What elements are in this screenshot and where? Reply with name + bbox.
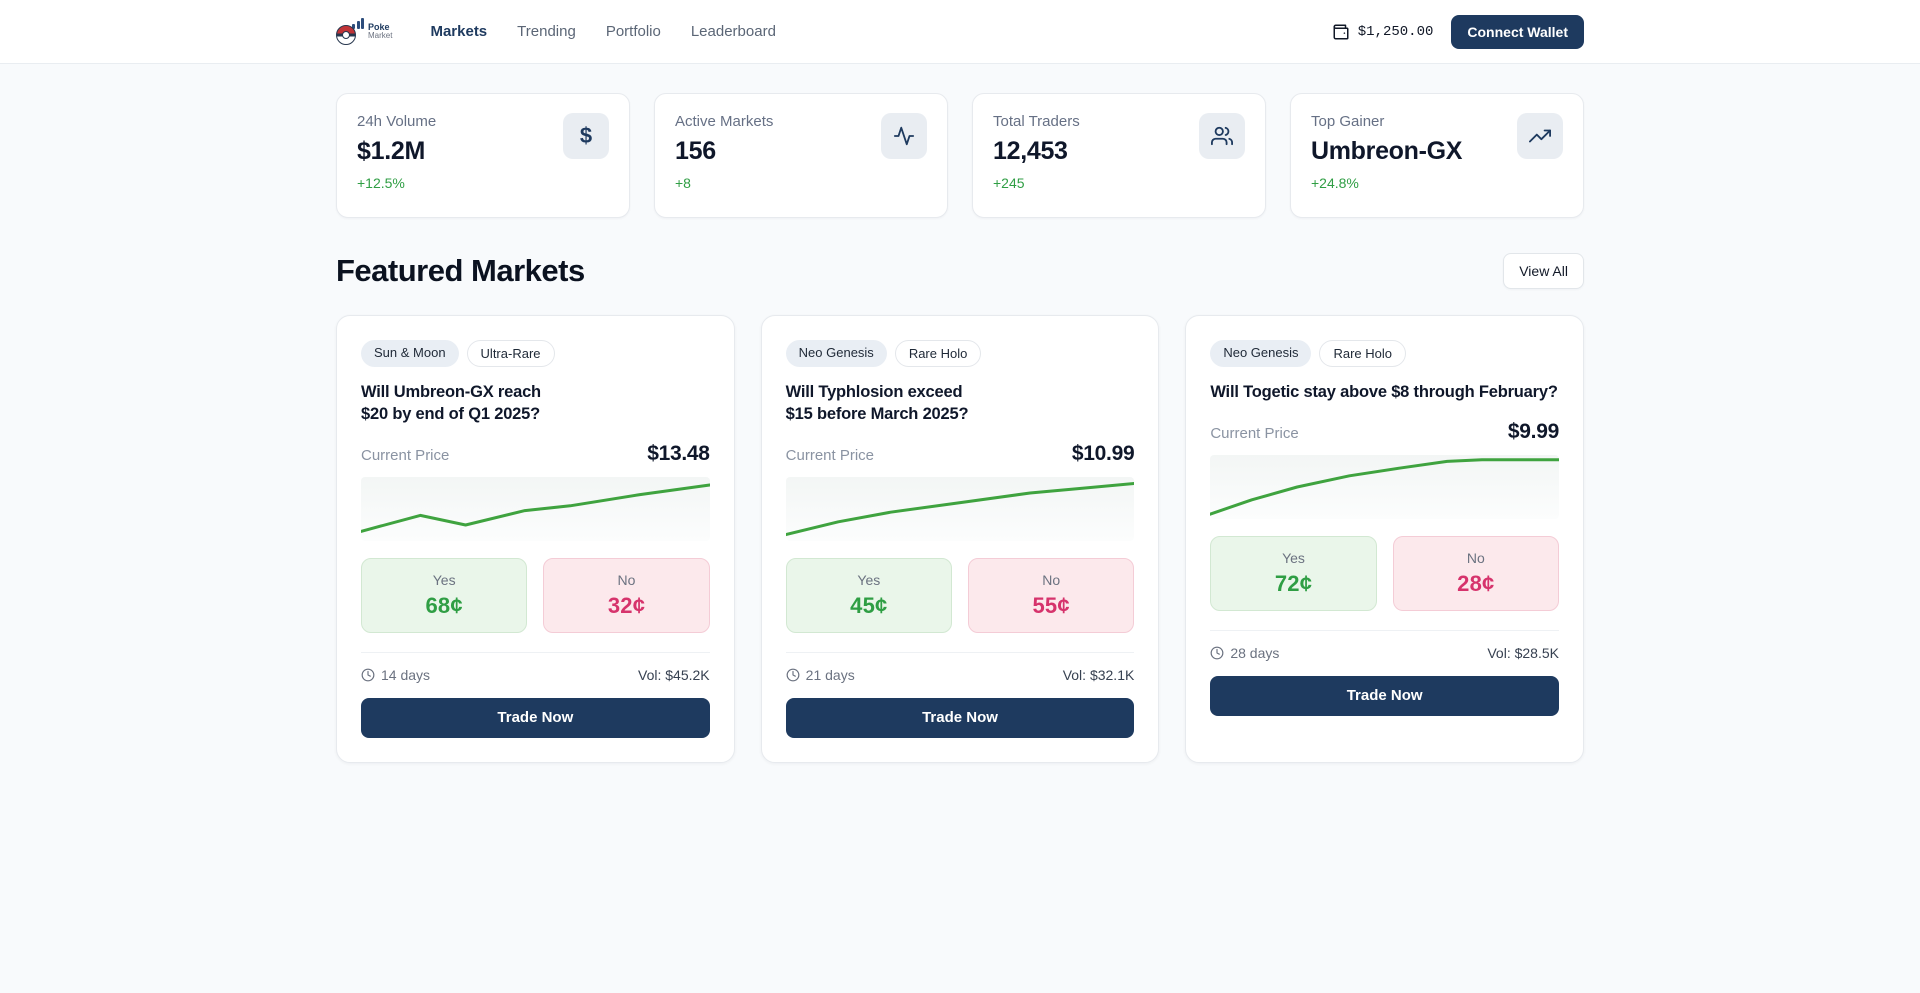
wallet-balance-chip: $1,250.00 (1332, 23, 1434, 41)
clock-icon (786, 668, 800, 681)
stat-value: $1.2M (357, 137, 425, 165)
nav-item-trending[interactable]: Trending (517, 23, 576, 40)
clock-icon (361, 668, 375, 681)
top-nav-bar: Poke Market Markets Trending Portfolio L… (0, 0, 1920, 64)
pokeball-chart-icon (336, 17, 364, 45)
no-label: No (1466, 549, 1485, 566)
trending-up-icon (1517, 113, 1563, 159)
stats-row: 24h Volume $1.2M +12.5% $ Active Markets… (336, 93, 1584, 218)
stat-label: 24h Volume (357, 113, 437, 130)
days-remaining: 28 days (1230, 644, 1280, 661)
stat-card-active-markets: Active Markets 156 +8 (654, 93, 948, 218)
view-all-button[interactable]: View All (1503, 253, 1584, 289)
days-remaining: 21 days (805, 666, 855, 683)
stat-change: +24.8% (1311, 175, 1359, 191)
days-remaining: 14 days (381, 666, 431, 683)
yes-price: 72¢ (1274, 570, 1313, 596)
nav-item-portfolio[interactable]: Portfolio (605, 23, 661, 40)
stat-label: Active Markets (675, 113, 774, 130)
rarity-tag: Rare Holo (894, 340, 982, 367)
yes-label: Yes (1282, 549, 1305, 566)
volume-label: Vol: $28.5K (1487, 644, 1559, 661)
connect-wallet-button[interactable]: Connect Wallet (1451, 14, 1584, 49)
stat-change: +8 (675, 175, 691, 191)
users-icon (1199, 113, 1245, 159)
wallet-balance: $1,250.00 (1357, 23, 1434, 40)
market-card: Sun & Moon Ultra-Rare Will Umbreon-GX re… (336, 315, 735, 763)
stat-value: Umbreon-GX (1311, 137, 1463, 165)
current-price-label: Current Price (361, 446, 450, 464)
yes-option-button[interactable]: Yes 45¢ (785, 557, 952, 633)
featured-markets-grid: Sun & Moon Ultra-Rare Will Umbreon-GX re… (336, 315, 1584, 763)
stat-change: +12.5% (357, 175, 405, 191)
price-sparkline-chart (361, 476, 710, 541)
set-tag: Neo Genesis (785, 340, 887, 367)
no-option-button[interactable]: No 28¢ (1392, 535, 1559, 611)
no-option-button[interactable]: No 32¢ (543, 557, 710, 633)
app-logo-text: Poke Market (368, 21, 393, 41)
price-sparkline-chart (785, 476, 1135, 541)
yes-label: Yes (432, 571, 456, 588)
wallet-icon (1333, 24, 1349, 39)
current-price-value: $9.99 (1507, 419, 1559, 443)
market-card: Neo Genesis Rare Holo Will Typhlosion ex… (760, 315, 1160, 763)
current-price-label: Current Price (785, 446, 875, 464)
market-question: Will Togetic stay above $8 through Febru… (1210, 383, 1558, 401)
market-card: Neo Genesis Rare Holo Will Togetic stay … (1185, 315, 1584, 763)
no-label: No (1042, 571, 1061, 588)
stat-value: 12,453 (993, 137, 1068, 165)
page-title: Featured Markets (336, 253, 585, 288)
trade-now-button[interactable]: Trade Now (1210, 675, 1559, 716)
no-price: 28¢ (1457, 570, 1495, 596)
app-logo[interactable]: Poke Market (336, 17, 393, 45)
main-nav: Markets Trending Portfolio Leaderboard (430, 23, 775, 40)
stat-value: 156 (675, 137, 716, 165)
stat-card-top-gainer: Top Gainer Umbreon-GX +24.8% (1290, 93, 1584, 218)
no-option-button[interactable]: No 55¢ (967, 557, 1135, 633)
nav-item-markets[interactable]: Markets (430, 23, 488, 40)
clock-icon (1210, 646, 1224, 660)
yes-option-button[interactable]: Yes 72¢ (1210, 535, 1377, 611)
no-price: 32¢ (607, 592, 646, 618)
market-question: Will Umbreon-GX reach $20 by end of Q1 2… (361, 383, 541, 423)
stat-label: Total Traders (993, 113, 1080, 130)
nav-item-leaderboard[interactable]: Leaderboard (690, 23, 776, 40)
set-tag: Sun & Moon (361, 340, 459, 367)
current-price-value: $13.48 (647, 441, 710, 465)
trade-now-button[interactable]: Trade Now (361, 697, 710, 738)
yes-option-button[interactable]: Yes 68¢ (361, 557, 528, 633)
current-price-label: Current Price (1210, 424, 1299, 442)
dollar-icon: $ (563, 113, 609, 159)
yes-price: 45¢ (850, 592, 888, 618)
volume-label: Vol: $45.2K (638, 666, 710, 683)
no-label: No (617, 571, 636, 588)
stat-card-volume: 24h Volume $1.2M +12.5% $ (336, 93, 630, 218)
rarity-tag: Ultra-Rare (466, 340, 555, 367)
market-question: Will Typhlosion exceed $15 before March … (785, 383, 969, 423)
stat-label: Top Gainer (1311, 113, 1385, 130)
no-price: 55¢ (1032, 592, 1070, 618)
price-sparkline-chart (1210, 454, 1559, 519)
set-tag: Neo Genesis (1210, 340, 1312, 367)
rarity-tag: Rare Holo (1319, 340, 1407, 367)
current-price-value: $10.99 (1071, 441, 1135, 465)
yes-label: Yes (857, 571, 881, 588)
stat-card-traders: Total Traders 12,453 +245 (972, 93, 1266, 218)
activity-icon (881, 113, 927, 159)
trade-now-button[interactable]: Trade Now (785, 697, 1135, 738)
yes-price: 68¢ (425, 592, 463, 618)
volume-label: Vol: $32.1K (1062, 666, 1135, 683)
stat-change: +245 (993, 175, 1025, 191)
